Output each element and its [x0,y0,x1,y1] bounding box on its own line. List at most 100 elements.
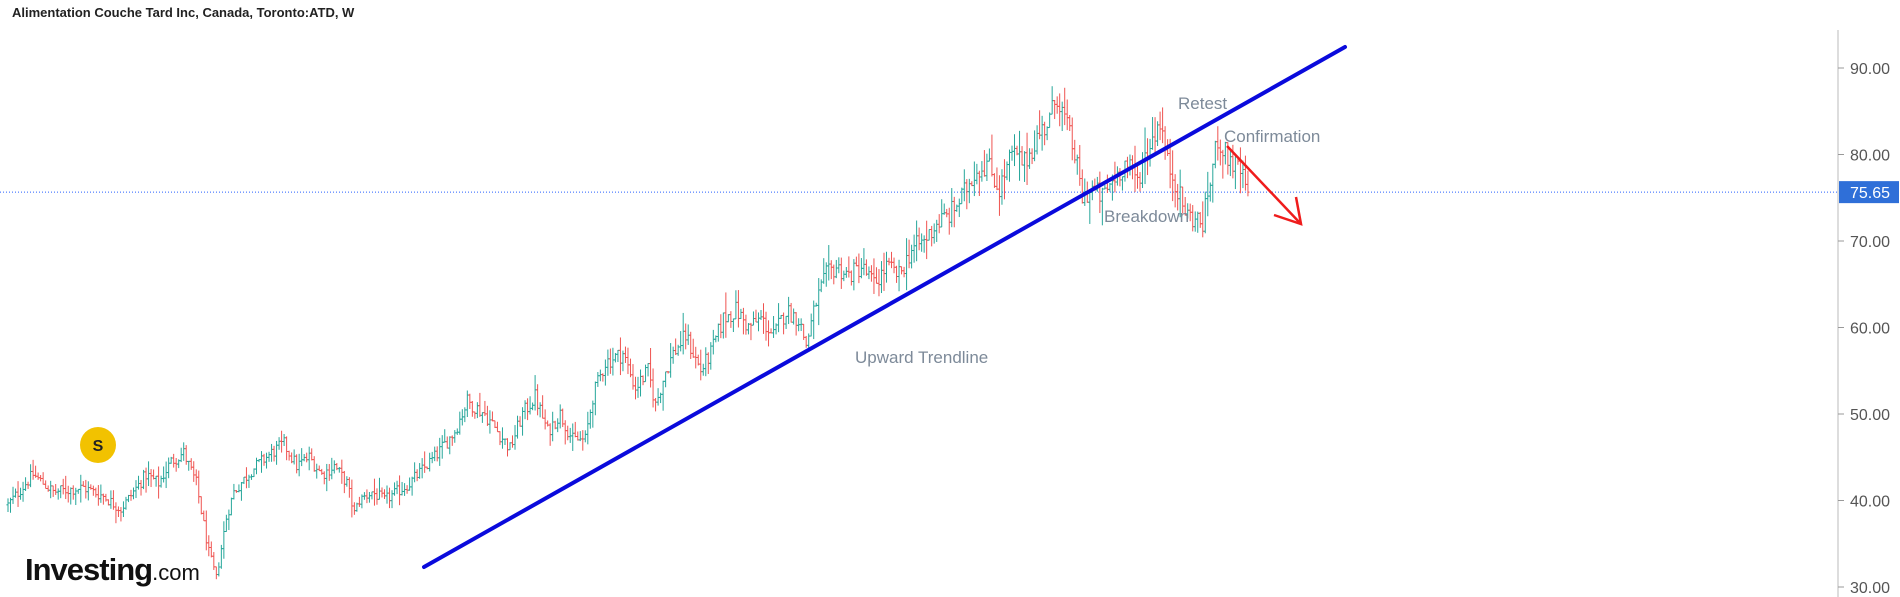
ohlc-bar-up [242,476,246,484]
ohlc-bar-down [982,150,986,177]
ohlc-bar-down [312,456,316,472]
ohlc-bar-up [1203,191,1207,234]
ohlc-bar-up [704,347,708,377]
ohlc-bar-down [36,472,40,480]
ohlc-bar-down [31,459,35,480]
ohlc-bar-up [182,442,186,461]
ohlc-bar-up [267,451,271,462]
ohlc-bar-up [420,458,424,479]
ohlc-bar-up [1193,211,1197,232]
ohlc-bar-down [674,338,678,356]
marker-circle [80,427,116,463]
ohlc-bar-up [551,411,555,442]
ohlc-bar-down [907,239,911,269]
ohlc-bar-up [252,468,256,478]
ohlc-bar-up [814,302,818,307]
ohlc-bar-down [1238,147,1243,194]
tick-label: 30.00 [1850,580,1890,597]
ohlc-bar-down [965,179,969,210]
ohlc-bar-up [528,396,532,415]
ohlc-bar-down [741,307,746,335]
ohlc-bar-up [922,235,926,253]
ohlc-bar-up [819,279,823,293]
price-tag-bg [1839,181,1899,204]
ohlc-bar-down [202,510,206,522]
ohlc-bars [6,86,1250,580]
ohlc-bar-down [81,481,85,487]
ohlc-bar-down [653,397,658,412]
ohlc-bar-down [382,489,387,500]
ohlc-bar-up [771,316,776,338]
ohlc-bar-up [879,261,884,294]
logo-brand: Investing [25,552,153,587]
ohlc-bar-up [646,363,650,377]
ohlc-bar-up [1060,101,1064,132]
ohlc-bar-up [571,423,575,451]
ohlc-bar-up [332,460,336,474]
ohlc-bar-up [11,486,15,504]
ohlc-bar-down [1133,145,1137,193]
ohlc-bar-up [827,245,831,281]
ohlc-bar-down [372,478,377,506]
ohlc-bar-up [475,402,479,419]
ohlc-bar-up [222,521,226,559]
ohlc-bar-down [1118,168,1122,187]
ohlc-bar-up [817,278,821,326]
ohlc-bar-up [910,244,914,269]
ohlc-bar-down [1243,155,1248,191]
ohlc-bar-down [894,265,899,283]
ohlc-bar-down [16,481,20,507]
ohlc-bar-down [149,469,153,488]
ohlc-bar-down [857,253,861,284]
ohlc-bar-down [618,337,623,376]
ohlc-bar-down [423,451,427,473]
ohlc-bar-down [1201,201,1205,238]
ohlc-bar-down [518,416,522,427]
ohlc-bar-up [227,509,231,531]
ohlc-bar-down [882,252,886,291]
ohlc-bar-up [297,453,301,477]
ohlc-bar-up [656,388,660,406]
ohlc-bar-down [641,375,645,386]
ohlc-bar-up [603,359,607,386]
ohlc-bar-down [1153,117,1157,155]
ohlc-bar-up [1017,130,1022,181]
ohlc-bar-down [1173,174,1177,208]
ohlc-bar-down [992,173,997,188]
ohlc-bar-down [581,430,585,451]
ohlc-bar-down [902,266,906,278]
ohlc-bar-down [1221,149,1225,179]
ohlc-bar-down [340,459,344,484]
ohlc-bar-down [1053,99,1057,120]
ohlc-bar-down [1158,111,1162,141]
ohlc-bar-down [563,420,567,445]
ohlc-bar-up [269,443,274,462]
ohlc-bar-up [915,220,919,262]
ohlc-bar-down [151,469,156,480]
ohlc-bar-down [854,256,858,267]
ohlc-bar-up [109,490,113,509]
ohlc-bar-up [141,469,146,490]
ohlc-bar-up [1045,126,1049,141]
ohlc-bar-up [159,475,163,488]
ohlc-bar-down [51,485,55,497]
ohlc-bar-up [154,475,158,487]
ohlc-bar-down [648,348,653,388]
ohlc-bar-down [64,475,68,500]
ohlc-bar-up [792,308,796,325]
ohlc-bar-down [46,485,50,492]
ohlc-bar-up [395,480,399,495]
ohlc-bar-up [679,331,683,352]
ohlc-bar-down [44,480,48,489]
ohlc-bar-up [927,229,931,241]
ohlc-bar-down [350,479,354,518]
ohlc-bar-up [606,349,610,376]
ohlc-bar-up [433,446,437,462]
ohlc-bar-up [611,347,615,376]
ohlc-bar-down [626,347,630,375]
ohlc-bar-up [385,485,389,504]
ohlc-bar-up [583,430,587,443]
ohlc-bar-up [124,496,128,510]
ohlc-bar-up [162,466,166,483]
